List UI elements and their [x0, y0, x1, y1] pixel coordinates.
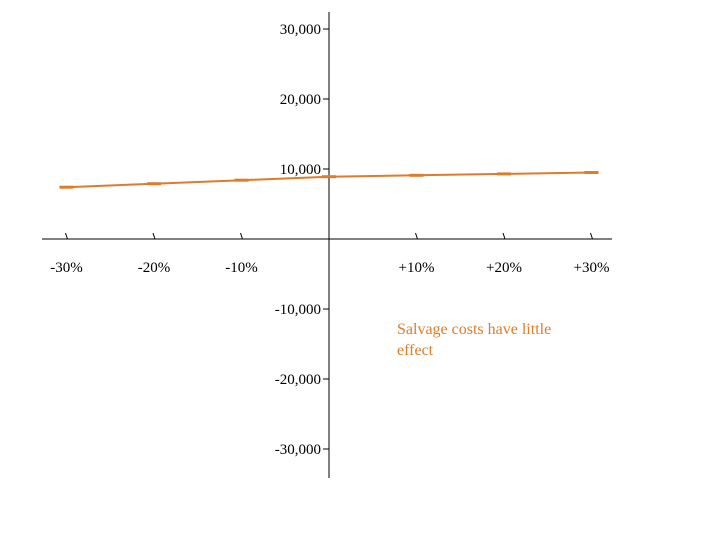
- x-tick-label: +30%: [574, 260, 610, 276]
- x-tick-mark: [502, 232, 506, 240]
- x-tick-label: -10%: [225, 260, 258, 276]
- x-tick-label: +10%: [399, 260, 435, 276]
- x-tick-label: -30%: [50, 260, 83, 276]
- y-ticks: 30,000 20,000 10,000 -10,000 -20,000 -30,000: [275, 22, 329, 458]
- annotation-line: effect: [397, 342, 434, 359]
- annotation-line: Salvage costs have little: [397, 321, 551, 338]
- y-tick-label: -20,000: [275, 372, 321, 388]
- y-tick-label: -30,000: [275, 442, 321, 458]
- annotation-salvage-costs: Salvage costs have little effect: [397, 321, 555, 359]
- y-tick-label: 20,000: [280, 92, 321, 108]
- x-tick-mark: [240, 232, 243, 240]
- y-tick-label: 30,000: [280, 22, 321, 38]
- y-tick-label: -10,000: [275, 302, 321, 318]
- x-ticks: -30% -20% -10% +10% +20% +30%: [50, 232, 610, 276]
- x-tick-mark: [590, 232, 593, 240]
- x-tick-label: +20%: [486, 260, 522, 276]
- x-tick-label: -20%: [138, 260, 171, 276]
- x-tick-mark: [152, 232, 156, 240]
- series-layer: [59, 171, 599, 189]
- x-tick-mark: [65, 232, 68, 240]
- x-tick-mark: [415, 232, 418, 240]
- y-tick-label: 10,000: [280, 162, 321, 178]
